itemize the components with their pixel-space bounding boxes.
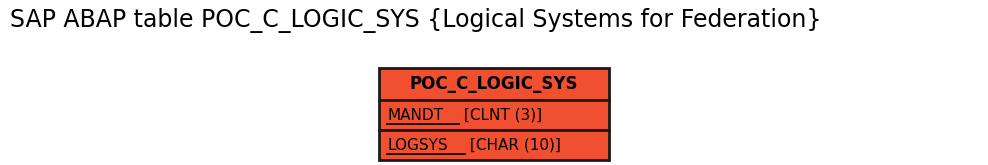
Text: LOGSYS: LOGSYS bbox=[387, 137, 448, 152]
Text: [CHAR (10)]: [CHAR (10)] bbox=[465, 137, 561, 152]
Bar bbox=[379, 100, 609, 130]
Text: POC_C_LOGIC_SYS: POC_C_LOGIC_SYS bbox=[410, 75, 578, 93]
Text: SAP ABAP table POC_C_LOGIC_SYS {Logical Systems for Federation}: SAP ABAP table POC_C_LOGIC_SYS {Logical … bbox=[10, 8, 821, 33]
Text: MANDT: MANDT bbox=[387, 108, 443, 122]
Bar bbox=[379, 68, 609, 100]
Bar bbox=[379, 130, 609, 160]
Text: [CLNT (3)]: [CLNT (3)] bbox=[459, 108, 542, 122]
